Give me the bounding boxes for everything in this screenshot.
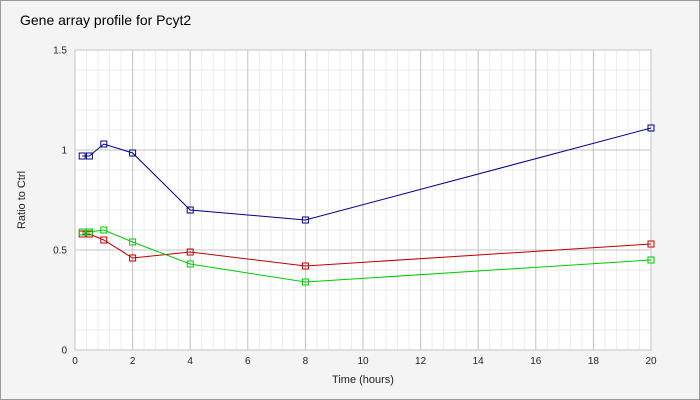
y-tick-label: 1 [61, 146, 67, 157]
series-1-point [78, 152, 86, 160]
y-tick-label: 0 [61, 346, 67, 357]
x-tick-label: 2 [130, 356, 136, 367]
y-tick-label: 0.5 [53, 246, 67, 257]
y-axis-ticks: 0 0.5 1 1.5 [53, 46, 67, 357]
series-line-2 [82, 233, 652, 267]
series-1-point [301, 216, 309, 224]
major-gridlines [74, 49, 652, 351]
x-tick-label: 10 [357, 356, 369, 367]
series-2-point [301, 262, 309, 270]
x-tick-label: 0 [72, 356, 78, 367]
x-tick-label: 8 [303, 356, 309, 367]
x-tick-label: 12 [415, 356, 427, 367]
series-3-point [301, 278, 309, 286]
x-axis-ticks: 0 2 4 6 8 10 12 14 16 18 20 [72, 356, 657, 367]
x-tick-label: 18 [588, 356, 600, 367]
series-3-point [100, 226, 108, 234]
series-1-point [186, 206, 194, 214]
series-1-point [129, 149, 137, 157]
series-3-point [85, 228, 93, 236]
y-axis-label: Ratio to Ctrl [16, 171, 28, 229]
chart-title: Gene array profile for Pcyt2 [20, 12, 192, 28]
x-tick-label: 6 [245, 356, 251, 367]
series-3-point [78, 228, 86, 236]
series-2-point [129, 254, 137, 262]
series-2-point [186, 248, 194, 256]
y-tick-label: 1.5 [53, 46, 67, 57]
x-tick-label: 4 [187, 356, 193, 367]
series-layer [78, 124, 655, 286]
x-tick-label: 20 [645, 356, 657, 367]
series-line-1 [82, 127, 652, 221]
series-1-point [647, 124, 655, 132]
x-axis-label: Time (hours) [332, 374, 394, 386]
series-line-3 [82, 229, 652, 283]
series-3-point [647, 256, 655, 264]
series-1-point [85, 152, 93, 160]
x-tick-label: 14 [473, 356, 485, 367]
series-2-point [100, 236, 108, 244]
series-3-point [129, 238, 137, 246]
series-2-point [647, 240, 655, 248]
series-3-point [186, 260, 194, 268]
series-1-point [100, 140, 108, 148]
x-tick-label: 16 [530, 356, 542, 367]
